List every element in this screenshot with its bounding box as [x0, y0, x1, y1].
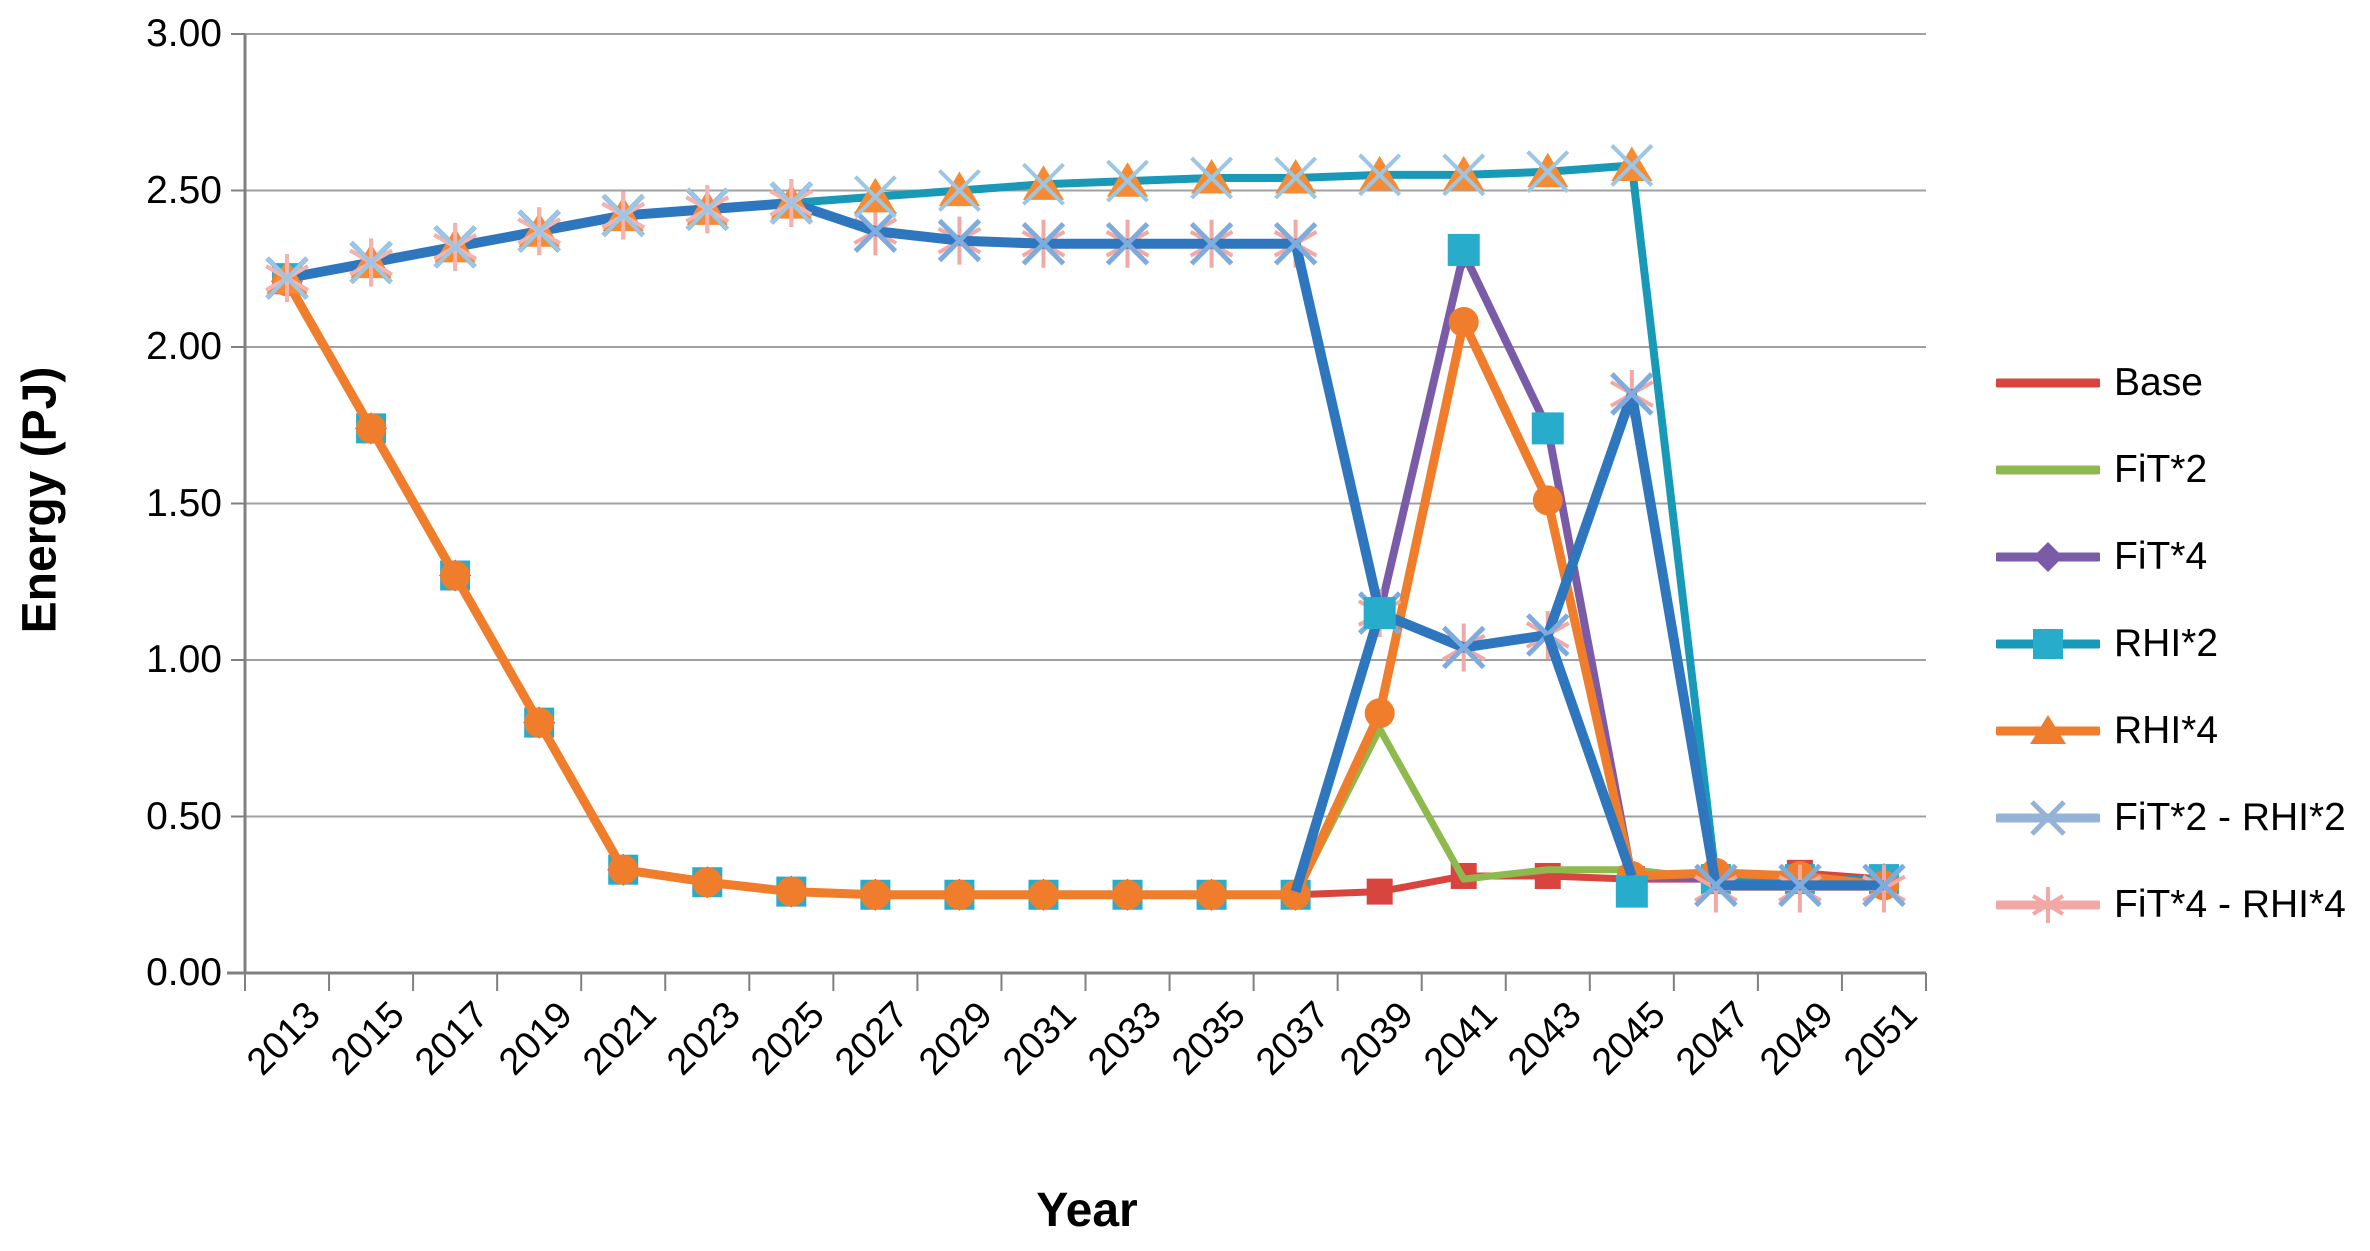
legend-label: RHI*4 [2114, 709, 2219, 752]
marker-x [1526, 150, 1570, 194]
y-tick-label: 1.50 [146, 481, 222, 525]
marker-x [1274, 156, 1318, 200]
y-tick-label: 0.00 [146, 951, 222, 994]
marker-x [1273, 221, 1318, 266]
series-line-extra [1290, 611, 1385, 894]
series-line [283, 279, 1885, 899]
marker-circle [608, 854, 639, 885]
marker-x [1021, 221, 1066, 266]
marker-x [349, 241, 393, 284]
marker-circle [1028, 879, 1059, 910]
marker-circle [1280, 879, 1311, 910]
marker-circle [440, 560, 471, 591]
legend-swatch-diamond-icon [1996, 542, 2100, 572]
y-tick-label: 0.50 [146, 794, 222, 838]
series-line [286, 198, 1884, 891]
series-line [283, 279, 1885, 900]
marker-x [1022, 162, 1065, 206]
marker-circle [524, 707, 555, 738]
marker-circle [860, 879, 891, 910]
marker-circle [1196, 879, 1227, 910]
legend-label: FiT*2 [2114, 448, 2208, 491]
marker-x [937, 218, 982, 263]
marker-square [1615, 875, 1648, 908]
legend-swatch-none-icon [1996, 378, 2100, 388]
series-line [283, 279, 1885, 899]
legend-item-fit-4: FiT*4 [1996, 527, 2207, 587]
marker-x [1862, 863, 1906, 908]
legend-label: Base [2114, 361, 2203, 404]
marker-circle [944, 879, 975, 910]
series-line [283, 249, 1884, 899]
y-tick-label: 2.50 [146, 168, 222, 212]
legend-item-rhi-2: RHI*2 [1996, 614, 2218, 674]
marker-square [1531, 412, 1564, 445]
marker-x [1106, 159, 1149, 203]
marker-x [265, 256, 309, 300]
legend-label: RHI*2 [2114, 622, 2219, 665]
marker-x [1778, 863, 1822, 908]
marker-circle [776, 876, 807, 907]
y-tick-label: 2.00 [146, 325, 222, 368]
marker-x [685, 187, 729, 231]
marker-x [1610, 144, 1654, 187]
marker-circle [1448, 306, 1479, 337]
x-axis-title: Year [1036, 1184, 1138, 1237]
legend-label: FiT*2 - RHI*2 [2114, 796, 2346, 839]
legend-swatch-none-icon [1996, 465, 2100, 475]
y-tick-label: 3.00 [146, 12, 222, 55]
marker-x [853, 175, 897, 219]
marker-circle [1112, 879, 1143, 910]
legend-label: FiT*4 [2114, 535, 2208, 578]
legend-swatch-triangle-icon [1996, 715, 2100, 744]
marker-circle [1364, 698, 1395, 729]
marker-x [1442, 153, 1486, 197]
marker-x [601, 194, 645, 237]
legend-swatch-x-icon [1996, 800, 2100, 836]
marker-x [1358, 153, 1402, 197]
legend-label: FiT*4 - RHI*4 [2114, 883, 2346, 926]
marker-circle [356, 413, 387, 444]
marker-x [1190, 156, 1233, 200]
marker-x [517, 209, 561, 253]
y-tick-label: 1.00 [146, 638, 222, 681]
marker-square [1363, 597, 1396, 630]
legend-item-base: Base [1996, 353, 2203, 413]
marker-x [1189, 221, 1234, 266]
legend-item-fit-2: FiT*2 [1996, 440, 2207, 500]
series-line-extra [1543, 633, 1637, 878]
legend-swatch-star-icon [1996, 887, 2100, 923]
marker-x [1105, 221, 1150, 266]
marker-x [1441, 625, 1486, 670]
legend-item-fit-4-rhi-4: FiT*4 - RHI*4 [1996, 875, 2346, 935]
marker-square [1447, 233, 1480, 266]
marker-square [1366, 878, 1393, 905]
marker-x [769, 181, 813, 225]
legend-item-rhi-4: RHI*4 [1996, 701, 2218, 761]
marker-circle [1532, 485, 1563, 516]
marker-x [1694, 863, 1738, 908]
series-line [286, 161, 1884, 884]
marker-circle [692, 867, 723, 898]
legend-item-fit-2-rhi-2: FiT*2 - RHI*2 [1996, 788, 2346, 848]
marker-x [853, 209, 898, 253]
marker-x [938, 169, 981, 212]
marker-x [433, 225, 477, 269]
legend-swatch-square-icon [1996, 629, 2100, 659]
marker-x [1610, 372, 1654, 416]
